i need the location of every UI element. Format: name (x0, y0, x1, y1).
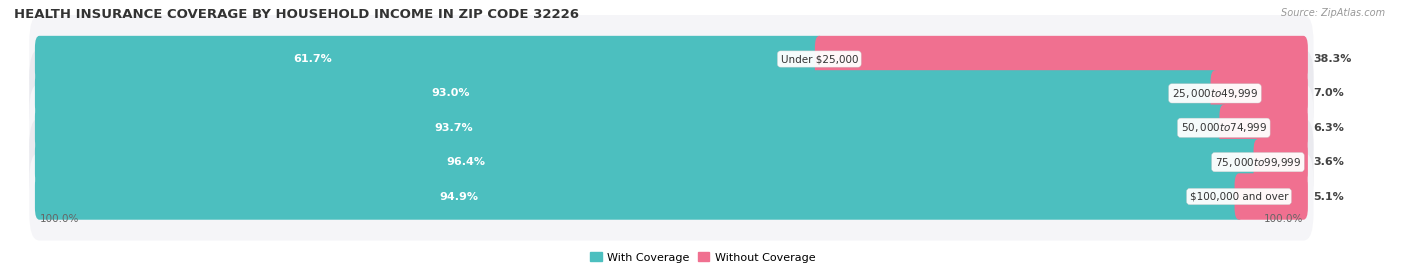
FancyBboxPatch shape (35, 70, 1219, 116)
Text: 61.7%: 61.7% (292, 54, 332, 64)
FancyBboxPatch shape (30, 15, 1313, 103)
Text: $50,000 to $74,999: $50,000 to $74,999 (1181, 121, 1267, 134)
Text: 6.3%: 6.3% (1313, 123, 1344, 133)
FancyBboxPatch shape (30, 84, 1313, 172)
Text: 93.0%: 93.0% (432, 89, 470, 98)
Text: 7.0%: 7.0% (1313, 89, 1344, 98)
Text: 5.1%: 5.1% (1313, 192, 1344, 201)
Text: 96.4%: 96.4% (446, 157, 485, 167)
FancyBboxPatch shape (1219, 105, 1308, 151)
Text: 100.0%: 100.0% (1264, 214, 1303, 224)
FancyBboxPatch shape (30, 153, 1313, 240)
Text: 3.6%: 3.6% (1313, 157, 1344, 167)
Text: HEALTH INSURANCE COVERAGE BY HOUSEHOLD INCOME IN ZIP CODE 32226: HEALTH INSURANCE COVERAGE BY HOUSEHOLD I… (14, 8, 579, 21)
Text: $100,000 and over: $100,000 and over (1189, 192, 1288, 201)
FancyBboxPatch shape (35, 105, 1229, 151)
Text: $75,000 to $99,999: $75,000 to $99,999 (1215, 156, 1301, 169)
FancyBboxPatch shape (35, 173, 1243, 220)
Text: Under $25,000: Under $25,000 (780, 54, 858, 64)
Text: Source: ZipAtlas.com: Source: ZipAtlas.com (1281, 8, 1385, 18)
FancyBboxPatch shape (1254, 139, 1308, 185)
FancyBboxPatch shape (1234, 173, 1308, 220)
FancyBboxPatch shape (30, 49, 1313, 137)
Text: $25,000 to $49,999: $25,000 to $49,999 (1171, 87, 1258, 100)
Text: 38.3%: 38.3% (1313, 54, 1353, 64)
Text: 94.9%: 94.9% (440, 192, 478, 201)
FancyBboxPatch shape (35, 36, 824, 82)
Text: 100.0%: 100.0% (39, 214, 79, 224)
FancyBboxPatch shape (815, 36, 1308, 82)
FancyBboxPatch shape (1211, 70, 1308, 116)
FancyBboxPatch shape (30, 118, 1313, 206)
Text: 93.7%: 93.7% (434, 123, 474, 133)
FancyBboxPatch shape (35, 139, 1263, 185)
Legend: With Coverage, Without Coverage: With Coverage, Without Coverage (586, 248, 820, 267)
